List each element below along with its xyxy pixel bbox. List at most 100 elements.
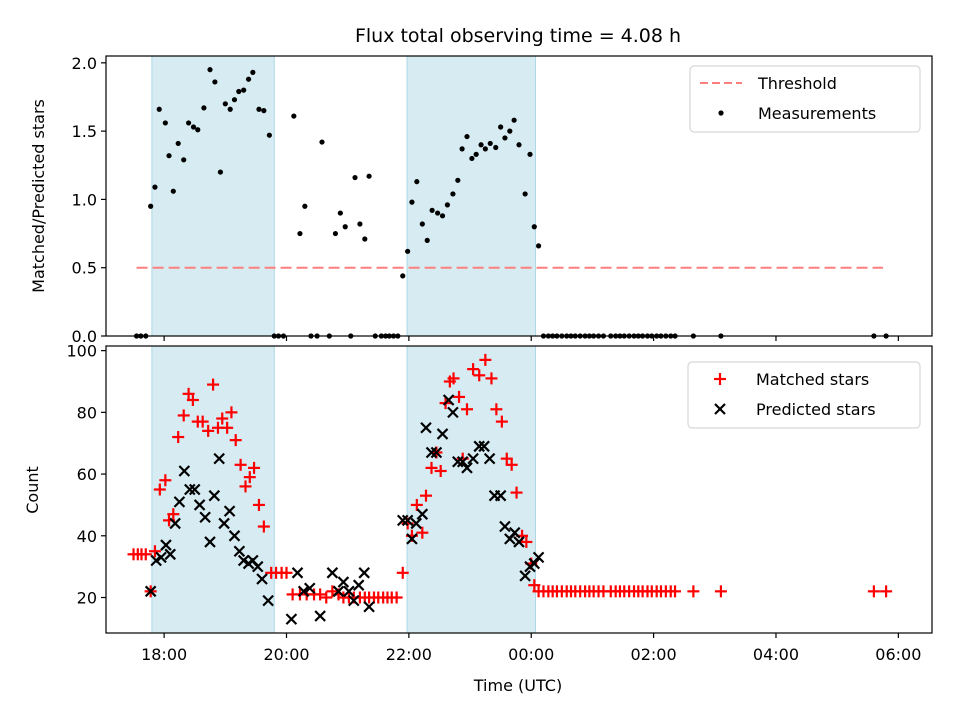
matched-star-point xyxy=(714,585,727,598)
predicted-star-point xyxy=(164,548,177,561)
matched-star-point xyxy=(153,483,166,496)
top-shaded-intervals xyxy=(151,55,537,337)
matched-star-point xyxy=(239,480,252,493)
measurement-point xyxy=(186,120,192,126)
shaded-interval xyxy=(406,345,537,634)
shaded-interval xyxy=(151,345,275,634)
bottom-y-ticks: 20 40 60 80 100 xyxy=(66,342,106,608)
matched-star-point xyxy=(687,585,700,598)
matched-star-point xyxy=(473,369,486,382)
matched-star-point xyxy=(148,545,161,558)
matched-star-point xyxy=(416,526,429,539)
measurement-point xyxy=(400,273,406,279)
measurement-point xyxy=(464,133,470,140)
matched-star-point xyxy=(479,353,492,366)
measurement-point xyxy=(231,97,238,103)
predicted-star-point xyxy=(199,511,211,524)
measurement-point xyxy=(482,146,488,152)
matched-star-point xyxy=(243,471,256,484)
measurement-point xyxy=(535,243,542,249)
matched-star-point xyxy=(167,508,180,521)
matched-star-point xyxy=(505,458,518,471)
measurement-point xyxy=(405,248,411,254)
y-tick-label: 80 xyxy=(77,403,97,422)
measurement-point xyxy=(217,169,224,175)
predicted-star-point xyxy=(396,514,409,527)
matched-star-point xyxy=(159,474,172,487)
y-tick-label: 20 xyxy=(77,589,97,608)
matched-star-point xyxy=(182,387,195,400)
predicted-star-point xyxy=(436,428,449,440)
measurement-point xyxy=(516,142,522,148)
matched-star-point xyxy=(248,461,261,474)
legend-matched-label: Matched stars xyxy=(756,370,869,389)
matched-star-point xyxy=(410,498,423,511)
y-tick-label: 2.0 xyxy=(72,54,97,73)
y-tick-label: 40 xyxy=(77,527,97,546)
predicted-star-point xyxy=(406,533,418,545)
predicted-star-point xyxy=(478,440,490,453)
measurement-point xyxy=(337,210,343,216)
predicted-star-point xyxy=(461,462,473,474)
top-x-ticks xyxy=(163,336,899,341)
measurement-point xyxy=(439,213,446,219)
predicted-star-point xyxy=(204,536,216,548)
measurement-point xyxy=(444,202,451,208)
measurement-point xyxy=(291,113,297,119)
measurement-point xyxy=(332,230,339,237)
predicted-star-point xyxy=(467,452,479,465)
matched-star-point xyxy=(314,588,327,601)
predicted-star-point xyxy=(528,557,541,570)
measurement-point xyxy=(302,203,308,209)
predicted-star-point xyxy=(208,489,221,502)
predicted-star-point xyxy=(228,530,241,542)
top-y-axis-label: Matched/Predicted stars xyxy=(29,99,48,293)
predicted-star-point xyxy=(519,570,531,582)
measurement-point xyxy=(152,184,158,190)
bottom-x-ticks: 18:00 20:00 22:00 00:00 02:00 04:00 06:00 xyxy=(141,633,921,664)
measurement-point xyxy=(414,179,420,185)
x-axis-label: Time (UTC) xyxy=(473,676,562,695)
x-tick-label: 04:00 xyxy=(753,645,799,664)
bottom-y-axis-label: Count xyxy=(23,466,42,514)
predicted-star-point xyxy=(494,489,507,502)
measurement-point xyxy=(498,124,504,130)
measurement-point xyxy=(212,79,218,85)
matched-star-point xyxy=(880,585,893,598)
predicted-star-point xyxy=(160,539,172,551)
measurement-point xyxy=(195,127,201,133)
predicted-star-point xyxy=(358,567,370,579)
x-tick-label: 06:00 xyxy=(875,645,921,664)
predicted-star-point xyxy=(332,585,345,598)
bottom-shaded-intervals xyxy=(151,345,537,634)
predicted-star-point xyxy=(297,585,310,598)
matched-star-point xyxy=(221,421,234,434)
predicted-star-point xyxy=(173,496,186,508)
y-tick-label: 60 xyxy=(77,465,97,484)
matched-star-point xyxy=(419,489,432,502)
matched-star-point xyxy=(326,585,339,598)
matched-star-point xyxy=(490,403,503,416)
predicted-star-point xyxy=(430,446,443,459)
matched-star-point xyxy=(216,412,229,425)
matched-star-point xyxy=(453,390,466,403)
measurement-point xyxy=(256,106,262,112)
measurement-point xyxy=(266,132,272,138)
legend-threshold-label: Threshold xyxy=(757,74,837,93)
measurement-point xyxy=(455,177,461,183)
matched-star-point xyxy=(225,406,238,419)
y-tick-label: 1.0 xyxy=(72,190,97,209)
matched-star-point xyxy=(669,585,682,598)
measurement-point xyxy=(435,210,441,216)
top-legend: Threshold Measurements xyxy=(689,65,921,133)
y-tick-label: 0.0 xyxy=(72,327,97,346)
measurement-point xyxy=(469,155,475,162)
legend-predicted-label: Predicted stars xyxy=(756,400,876,419)
matched-star-point xyxy=(139,548,152,561)
top-plot-frame xyxy=(105,55,933,337)
matched-star-point xyxy=(186,394,199,407)
matched-star-point xyxy=(434,464,447,477)
predicted-star-point xyxy=(483,452,496,465)
measurement-point xyxy=(527,151,533,157)
measurement-point xyxy=(261,108,267,114)
